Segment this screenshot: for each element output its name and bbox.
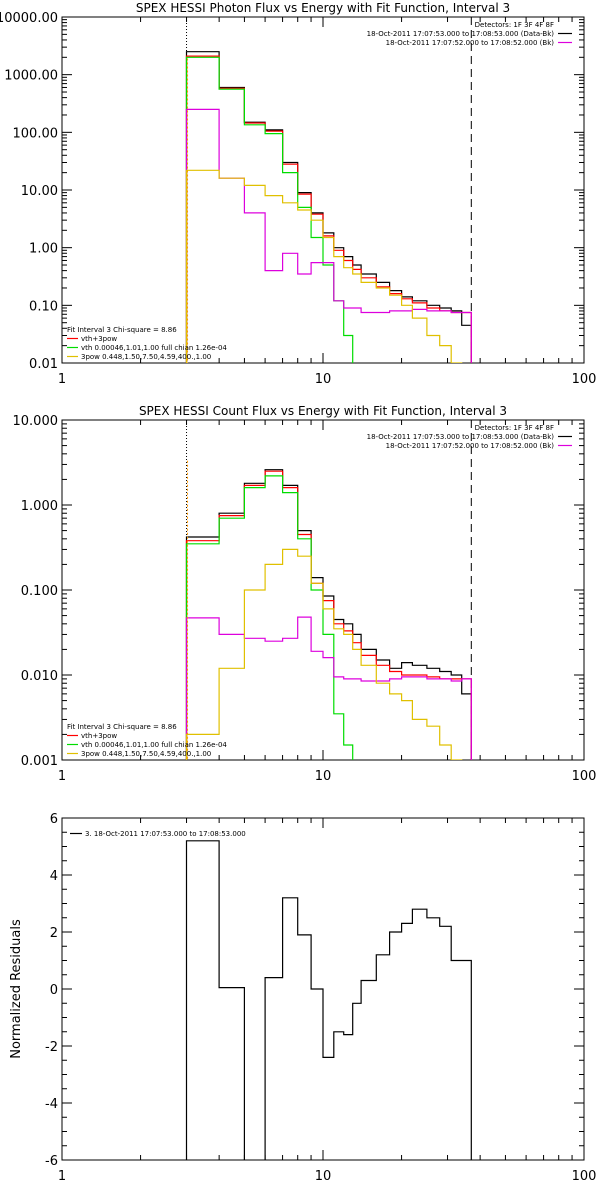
y-tick-label: 0.10 xyxy=(29,299,58,314)
y-tick-label: 0 xyxy=(50,983,58,998)
chart-title: SPEX HESSI Photon Flux vs Energy with Fi… xyxy=(136,1,510,15)
series-black xyxy=(185,469,472,760)
legend-entry: vth+3pow xyxy=(81,335,117,343)
y-tick-label: 1000.00 xyxy=(4,69,58,84)
series-green xyxy=(185,475,354,760)
series-yellow xyxy=(185,548,463,760)
y-axis: -6 -4 -2 0 2 4 6 xyxy=(45,812,584,1169)
y-axis: 0.01 0.10 1.00 10.00 100.00 1000.00 10000.00 xyxy=(0,11,584,372)
series-red xyxy=(185,470,472,760)
x-tick-label: 100 xyxy=(572,769,597,784)
x-tick-label: 10 xyxy=(315,372,332,387)
x-tick-label: 10 xyxy=(315,1169,332,1184)
series-black xyxy=(185,51,472,363)
series-black xyxy=(185,840,472,1160)
legend-bottom-left: Fit Interval 3 Chi-square = 8.86vth+3pow… xyxy=(67,326,227,361)
legend-entry: 18-Oct-2011 17:07:52.000 to 17:08:52.000… xyxy=(386,39,555,47)
x-tick-label: 10 xyxy=(315,769,332,784)
legend-entry: Detectors: 1F 3F 4F 8F xyxy=(475,21,554,29)
series-magenta xyxy=(185,108,472,363)
legend-entry: Detectors: 1F 3F 4F 8F xyxy=(475,424,554,432)
plot-frame xyxy=(61,16,585,364)
series-group xyxy=(185,840,472,1160)
legend-entry: vth 0.00046,1.01,1.00 full chian 1.26e-0… xyxy=(81,344,227,352)
legend-entry: 18-Oct-2011 17:07:53.000 to 17:08:53.000… xyxy=(367,30,555,38)
legend-entry: vth 0.00046,1.01,1.00 full chian 1.26e-0… xyxy=(81,741,227,749)
series-group xyxy=(185,51,472,363)
y-tick-label: -4 xyxy=(45,1097,58,1112)
legend-entry: Fit Interval 3 Chi-square = 8.86 xyxy=(67,723,177,731)
y-tick-label: 10.000 xyxy=(13,414,59,429)
y-axis: 0.001 0.010 0.100 1.000 10.000 xyxy=(13,414,584,769)
legend-top-left: 3. 18-Oct-2011 17:07:53.000 to 17:08:53.… xyxy=(70,830,246,838)
y-tick-label: 0.001 xyxy=(21,754,58,769)
y-tick-label: -2 xyxy=(45,1040,58,1055)
y-tick-label: 0.100 xyxy=(21,584,58,599)
x-tick-label: 1 xyxy=(58,372,66,387)
x-tick-label: 100 xyxy=(572,372,597,387)
y-tick-label: 10.00 xyxy=(21,184,58,199)
series-magenta xyxy=(185,616,472,760)
chart-residuals: 1 10 100 -6 -4 -2 0 2 4 6 Normalized Residuals 3. 1… xyxy=(9,812,596,1184)
y-axis-label: Normalized Residuals xyxy=(9,919,24,1059)
y-tick-label: 1.000 xyxy=(21,499,58,514)
legend-entry: 3pow 0.448,1.50,7.50,4.59,400.,1.00 xyxy=(81,750,211,758)
y-tick-label: 6 xyxy=(50,812,58,827)
chart-photon: SPEX HESSI Photon Flux vs Energy with Fi… xyxy=(0,1,596,387)
chart-count: SPEX HESSI Count Flux vs Energy with Fit… xyxy=(13,404,597,784)
legend-entry: Fit Interval 3 Chi-square = 8.86 xyxy=(67,326,177,334)
series-group xyxy=(185,469,472,760)
y-tick-label: 10000.00 xyxy=(0,11,58,26)
y-tick-label: 1.00 xyxy=(29,242,58,257)
legend-entry: 3pow 0.448,1.50,7.50,4.59,400.,1.00 xyxy=(81,353,211,361)
chart-title: SPEX HESSI Count Flux vs Energy with Fit… xyxy=(139,404,507,418)
legend-bottom-left: Fit Interval 3 Chi-square = 8.86vth+3pow… xyxy=(67,723,227,758)
legend-entry: 18-Oct-2011 17:07:53.000 to 17:08:53.000… xyxy=(367,433,555,441)
series-green xyxy=(185,56,354,363)
x-tick-label: 100 xyxy=(572,1169,597,1184)
legend-entry: 3. 18-Oct-2011 17:07:53.000 to 17:08:53.… xyxy=(85,830,246,838)
y-tick-label: 0.01 xyxy=(29,357,58,372)
x-tick-label: 1 xyxy=(58,1169,66,1184)
y-tick-label: 0.010 xyxy=(21,669,58,684)
y-tick-label: 2 xyxy=(50,926,58,941)
y-tick-label: -6 xyxy=(45,1154,58,1169)
series-red xyxy=(185,55,472,363)
x-axis: 1 10 100 xyxy=(58,818,597,1184)
x-tick-label: 1 xyxy=(58,769,66,784)
series-yellow xyxy=(185,169,463,363)
legend-entry: vth+3pow xyxy=(81,732,117,740)
y-tick-label: 100.00 xyxy=(13,126,59,141)
y-tick-label: 4 xyxy=(50,869,58,884)
legend-entry: 18-Oct-2011 17:07:52.000 to 17:08:52.000… xyxy=(386,442,555,450)
